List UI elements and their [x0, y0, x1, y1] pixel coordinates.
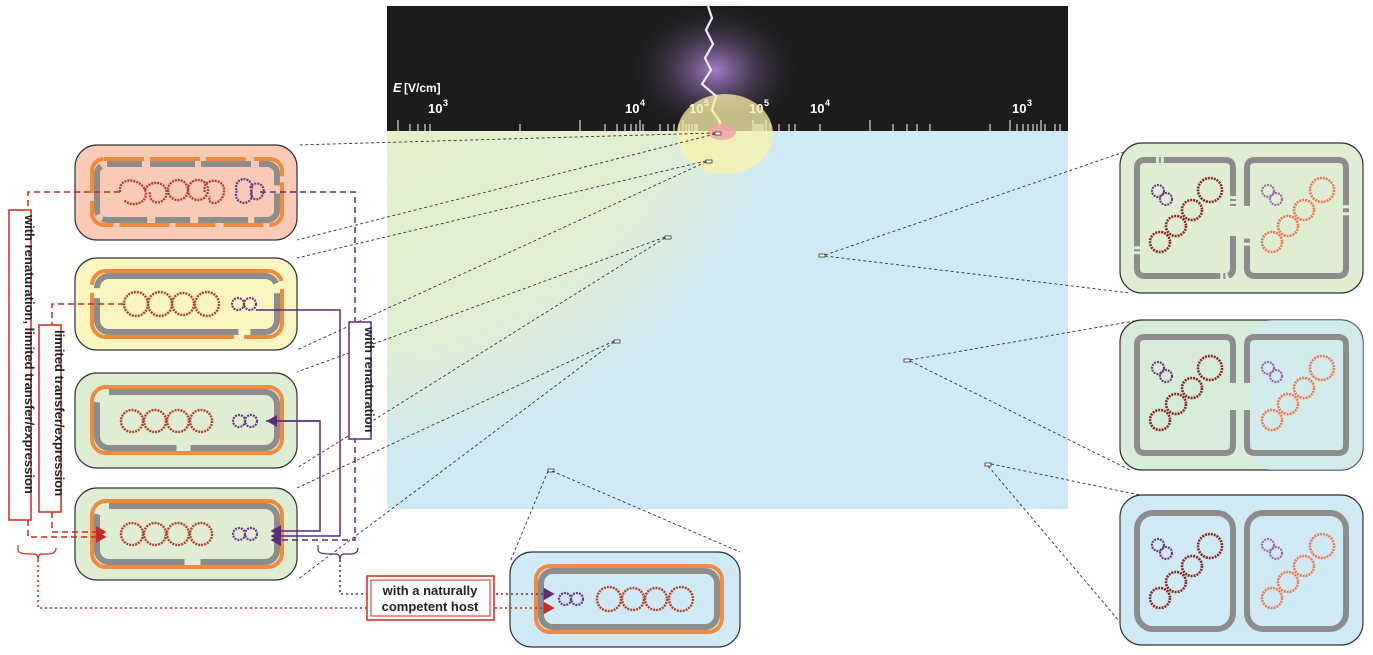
- label-limited-transfer: limited transfer/expression: [38, 324, 67, 513]
- svg-text:limited transfer/expression: limited transfer/expression: [52, 330, 67, 496]
- plasmid-chain-icon: [122, 290, 258, 318]
- svg-text:with a naturally: with a naturally: [382, 583, 478, 598]
- tick-label-left-2: 10 4: [625, 98, 645, 116]
- svg-text:10: 10: [625, 101, 639, 116]
- cell-panel-medium: [74, 372, 298, 469]
- cell-panel-dividing-2: [1119, 319, 1364, 471]
- label-with-renaturation: with renaturation: [348, 321, 377, 440]
- axis-label: E: [393, 80, 402, 95]
- plasmid-chain-icon: [119, 521, 259, 547]
- cell-panel-dividing-1: [1119, 142, 1364, 294]
- cell-panel-separated: [1119, 494, 1364, 646]
- svg-text:10: 10: [810, 101, 824, 116]
- field-gradient-area: [387, 131, 1068, 509]
- tick-label-right-2: 10 4: [810, 98, 830, 116]
- svg-text:competent host: competent host: [382, 599, 479, 614]
- tick-label-left-1: 10 3: [428, 98, 448, 116]
- axis-unit: [V/cm]: [404, 81, 441, 95]
- plasmid-chain-icon: [119, 408, 259, 434]
- cell-panel-severe: [74, 144, 298, 241]
- fragmented-dna-icon: [118, 178, 265, 206]
- leader-lines: [296, 132, 1151, 629]
- core-zone: [708, 124, 736, 140]
- cell-panel-competent-host: [509, 551, 741, 648]
- left-cell-panels: [74, 144, 298, 581]
- svg-text:with renaturation, limited tra: with renaturation, limited transfer/expr…: [22, 214, 37, 494]
- cell-panel-low: [74, 487, 298, 581]
- svg-text:4: 4: [825, 98, 830, 108]
- svg-text:4: 4: [640, 98, 645, 108]
- svg-text:10: 10: [1012, 101, 1026, 116]
- svg-text:with renaturation: with renaturation: [362, 326, 377, 433]
- svg-text:3: 3: [1027, 98, 1032, 108]
- svg-text:10: 10: [428, 101, 442, 116]
- field-markers: [547, 131, 992, 473]
- svg-text:5: 5: [764, 98, 769, 108]
- svg-text:3: 3: [443, 98, 448, 108]
- label-competent-host: with a naturally competent host: [366, 575, 495, 621]
- label-renaturation-limited: with renaturation, limited transfer/expr…: [8, 209, 37, 521]
- tick-label-right-3: 10 3: [1012, 98, 1032, 116]
- right-cell-panels: [1119, 142, 1364, 646]
